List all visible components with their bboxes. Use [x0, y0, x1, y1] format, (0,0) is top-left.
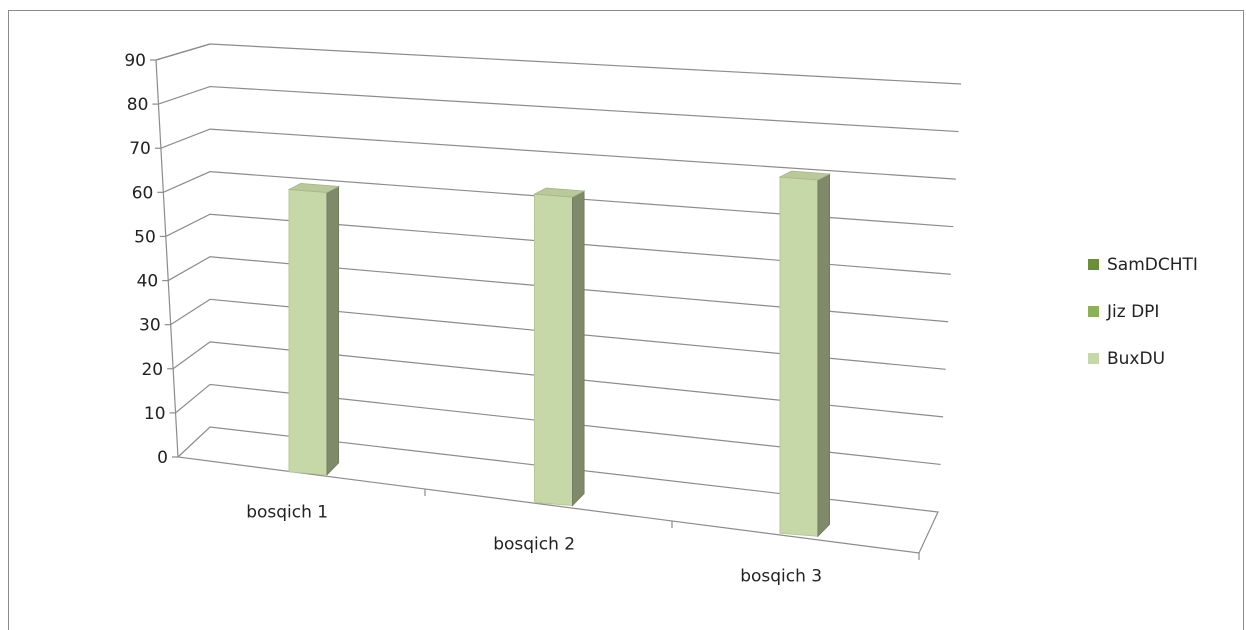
legend-label: SamDCHTI — [1107, 255, 1198, 275]
bars — [287, 170, 832, 538]
gridline — [160, 128, 956, 180]
gridline — [163, 171, 954, 228]
legend: SamDCHTI Jiz DPI BuxDU — [1088, 255, 1198, 369]
x-axis-labels: bosqich 1 bosqich 2 bosqich 3 — [246, 489, 920, 586]
gridline — [165, 213, 951, 275]
bar — [287, 183, 341, 476]
bar-side-face — [817, 173, 831, 538]
y-axis-line — [155, 59, 179, 458]
gridlines — [155, 43, 962, 466]
gridline — [167, 256, 949, 323]
x-category-label: bosqich 3 — [740, 566, 822, 586]
y-tick-label: 50 — [134, 227, 156, 247]
legend-label: BuxDU — [1107, 349, 1165, 369]
x-category-label: bosqich 2 — [493, 534, 575, 554]
bar-top-face — [778, 170, 832, 181]
bar-top-face — [287, 183, 341, 193]
y-tick-label: 10 — [144, 404, 166, 424]
y-tick-label: 70 — [129, 139, 151, 159]
bar — [778, 170, 832, 538]
y-tick-label: 40 — [137, 272, 159, 292]
y-tick-label: 60 — [132, 183, 154, 203]
bar-top-face — [532, 187, 586, 198]
gridline — [175, 383, 941, 466]
legend-swatch — [1088, 353, 1099, 364]
legend-label: Jiz DPI — [1106, 302, 1159, 322]
y-tick-label: 20 — [141, 360, 163, 380]
bar-front-face — [779, 176, 819, 537]
y-tick-label: 30 — [139, 316, 161, 336]
gridline — [158, 85, 959, 133]
bar-front-face — [534, 193, 573, 507]
gridline — [172, 341, 944, 418]
bar-side-face — [326, 185, 340, 476]
legend-swatch — [1088, 306, 1099, 317]
bar-front-face — [288, 189, 328, 476]
y-tick-label: 80 — [127, 95, 149, 115]
gridline — [155, 43, 962, 85]
gridline — [170, 298, 946, 370]
chart-area: 0 10 20 30 40 50 60 70 80 90 bosqich 1 bosqich 2 bo… — [8, 10, 1244, 630]
y-tick-label: 90 — [124, 51, 146, 71]
legend-swatch — [1088, 259, 1099, 270]
y-tick-label: 0 — [157, 448, 168, 468]
bar-side-face — [572, 190, 585, 507]
y-axis-ticks: 0 10 20 30 40 50 60 70 80 90 — [124, 51, 178, 468]
x-category-label: bosqich 1 — [246, 502, 328, 522]
bar — [532, 187, 586, 507]
